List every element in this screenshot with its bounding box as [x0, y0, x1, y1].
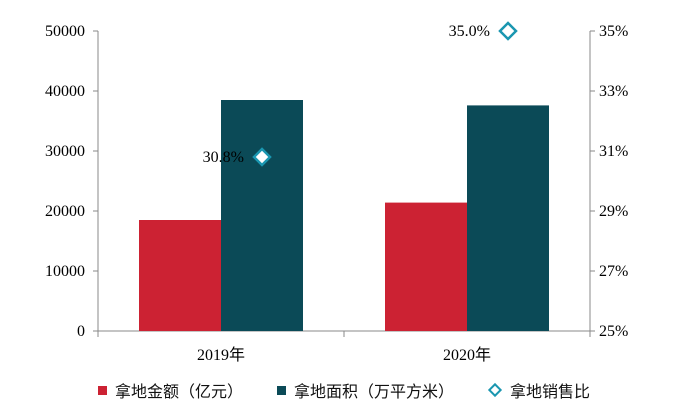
right-tick-label: 25% — [599, 323, 628, 340]
legend-item-land-sales-ratio: 拿地销售比 — [487, 378, 591, 402]
right-tick-label: 33% — [599, 83, 628, 100]
legend-label-land-amount: 拿地金额（亿元） — [114, 382, 243, 401]
left-tick-label: 50000 — [45, 23, 85, 40]
tick-labels: 0 10000 20000 30000 40000 50000 25% 27% 29% 31% 33… — [45, 23, 628, 364]
right-tick-label: 31% — [599, 143, 628, 160]
bars — [139, 100, 549, 332]
legend-label-land-area: 拿地面积（万平方米） — [293, 382, 454, 401]
ratio-data-label-1: 35.0% — [449, 23, 490, 40]
legend-label-land-sales-ratio: 拿地销售比 — [510, 382, 591, 401]
ratio-marker-1 — [498, 21, 518, 41]
x-tick-label: 2020年 — [443, 346, 491, 364]
legend: 拿地金额（亿元） 拿地面积（万平方米） 拿地销售比 — [0, 376, 688, 404]
legend-item-land-area: 拿地面积（万平方米） — [276, 378, 454, 402]
left-tick-label: 20000 — [45, 203, 85, 220]
bar-land-amount-0 — [139, 220, 221, 331]
left-tick-label: 0 — [77, 323, 85, 340]
x-tick-label: 2019年 — [197, 346, 245, 364]
legend-diamond-icon — [487, 382, 503, 398]
bar-land-amount-1 — [385, 202, 467, 331]
right-tick-label: 27% — [599, 263, 628, 280]
left-tick-label: 40000 — [45, 83, 85, 100]
left-tick-label: 30000 — [45, 143, 85, 160]
ratio-data-label-0: 30.8% — [203, 149, 244, 166]
right-tick-label: 29% — [599, 203, 628, 220]
right-tick-label: 35% — [599, 23, 628, 40]
legend-swatch-land-area — [276, 385, 286, 395]
legend-item-land-amount: 拿地金额（亿元） — [97, 378, 243, 402]
bar-land-area-0 — [221, 100, 303, 331]
markers: 30.8% 35.0% — [203, 21, 518, 167]
ratio-marker-0 — [252, 147, 272, 167]
left-tick-label: 10000 — [45, 263, 85, 280]
bar-land-area-1 — [467, 105, 549, 332]
legend-swatch-land-amount — [97, 385, 107, 395]
